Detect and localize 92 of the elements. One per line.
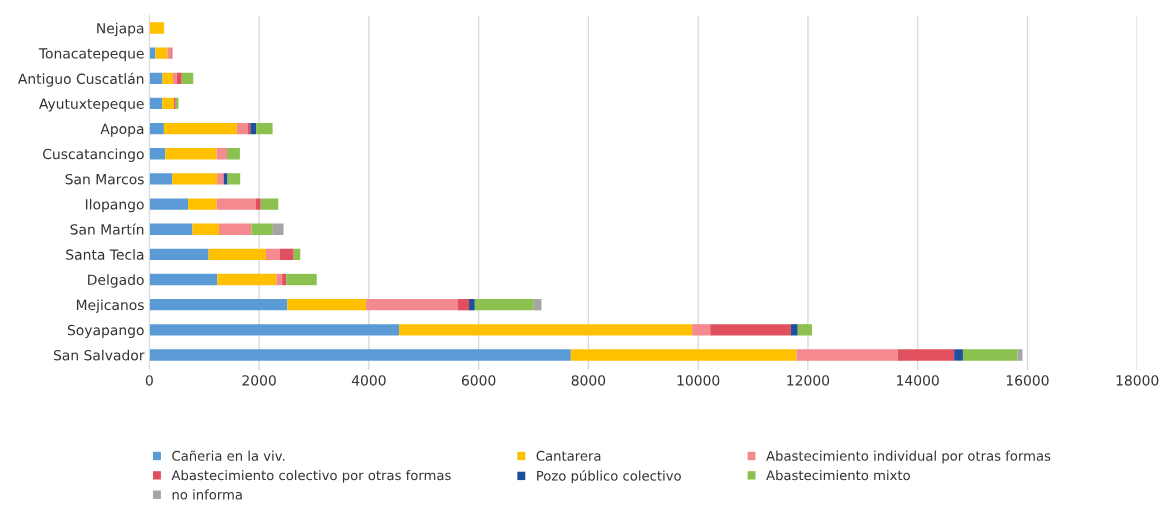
y-tick-label: San Marcos [65, 173, 144, 185]
bar [217, 273, 277, 286]
legend-label: Abastecimiento colectivo por otras formas [171, 469, 451, 483]
bar [227, 173, 241, 185]
bar [181, 72, 194, 84]
x-tick-label: 18000 [1116, 375, 1159, 386]
bar [260, 198, 279, 210]
bar [208, 248, 266, 261]
legend-label: Abastecimiento mixto [766, 469, 910, 481]
bar [692, 324, 711, 336]
bar [216, 198, 256, 210]
bar [149, 22, 165, 34]
bar [176, 72, 182, 84]
bar [149, 324, 400, 336]
bar [172, 173, 218, 185]
y-tick-label: Santa Tecla [66, 249, 144, 260]
x-tick-label: 6000 [461, 375, 496, 386]
bar [149, 173, 173, 185]
x-tick-label: 10000 [677, 375, 720, 386]
y-tick-label: San Martín [70, 223, 144, 235]
y-tick-label: Mejicanos [76, 299, 144, 313]
bar [790, 324, 798, 336]
legend-label: no informa [172, 489, 242, 500]
bar [797, 324, 813, 336]
bar [366, 299, 458, 311]
bar [165, 148, 217, 160]
y-tick-label: Ilopango [85, 198, 144, 213]
bar [162, 97, 175, 110]
bar [954, 349, 963, 361]
bar [192, 223, 220, 235]
legend-label: Abastecimiento individual por otras formas [766, 450, 1051, 464]
bar [710, 324, 791, 336]
bar [216, 148, 228, 160]
x-tick-label: 0 [145, 375, 153, 386]
x-tick-label: 8000 [571, 375, 606, 386]
legend-label: Pozo público colectivo [537, 469, 681, 484]
bar [149, 72, 163, 84]
bar [149, 349, 571, 361]
bar [279, 248, 294, 261]
bar [469, 299, 475, 311]
bar [172, 72, 177, 84]
bar [272, 223, 284, 235]
bar [219, 223, 252, 235]
bar [149, 148, 166, 160]
bar [255, 198, 261, 210]
bar [227, 148, 240, 160]
bar [474, 299, 534, 311]
bar [188, 198, 217, 210]
bar [149, 273, 218, 286]
x-tick-label: 4000 [351, 375, 386, 386]
bar [399, 324, 693, 336]
bar [163, 122, 237, 135]
bar [286, 273, 317, 286]
legend-label: Cantarera [536, 450, 601, 461]
bar [223, 173, 228, 185]
bar [149, 97, 163, 110]
bar [149, 122, 164, 135]
bar [276, 273, 283, 286]
bar [962, 349, 1018, 361]
bar [796, 349, 898, 361]
bar [236, 122, 248, 135]
y-tick-label: Nejapa [97, 22, 144, 37]
x-tick-label: 16000 [1006, 375, 1049, 386]
bar [897, 349, 955, 361]
y-tick-label: Cuscatancingo [43, 148, 144, 162]
bar [287, 299, 367, 311]
y-tick-label: San Salvador [53, 349, 145, 361]
bar [217, 173, 224, 185]
y-tick-label: Delgado [88, 274, 144, 288]
bar [149, 299, 288, 311]
bar [256, 122, 273, 135]
y-tick-label: Tonacatepeque [38, 48, 144, 62]
bar [250, 122, 257, 135]
bar [149, 248, 209, 261]
y-tick-label: Antiguo Cuscatlán [17, 72, 144, 87]
bar [570, 349, 797, 361]
bar [167, 47, 172, 59]
bar [149, 198, 189, 210]
bar [162, 72, 173, 84]
bar [265, 248, 280, 261]
y-tick-label: Apopa [100, 123, 144, 137]
bar [282, 273, 287, 286]
bar [251, 223, 273, 235]
bar [155, 47, 168, 59]
x-tick-label: 14000 [897, 375, 939, 386]
y-tick-label: Soyapango [67, 324, 144, 338]
y-tick-label: Ayutuxtepeque [39, 98, 144, 112]
legend-label: Cañeria en la viv. [172, 450, 285, 461]
x-tick-label: 2000 [242, 375, 276, 386]
x-tick-label: 12000 [787, 375, 830, 386]
bar [149, 223, 193, 235]
bar [457, 299, 470, 311]
